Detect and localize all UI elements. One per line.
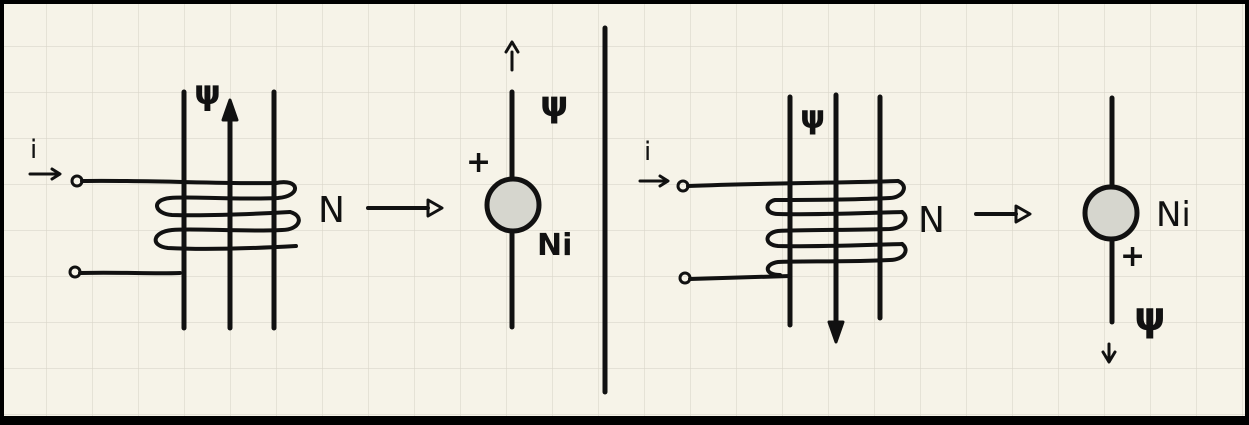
left-plus-label: + [466,145,491,180]
left-mmf-source-icon [484,176,542,234]
left-coil-turn-2 [153,210,301,251]
left-source-flux-arrowhead-icon [504,40,520,54]
right-current-label: i [644,137,651,167]
right-lead-bottom [688,274,792,281]
left-current-label: i [30,135,37,165]
right-coil-turn-3 [765,242,908,277]
left-transform-arrowhead-icon [426,198,444,218]
left-flux-label: ψ [194,73,221,113]
right-coil-turn-2 [765,210,908,249]
left-coil-diagram [28,40,542,331]
right-coil-diagram [638,92,1140,364]
left-source-label: Ni [537,228,572,263]
left-source-flux-label: ψ [540,84,569,125]
left-lead-bottom [78,270,182,276]
right-turns-label: N [918,200,945,241]
right-lead-top [686,179,900,188]
right-current-arrowhead-icon [658,174,670,188]
right-plus-label: + [1120,239,1145,274]
left-lead-top [80,178,278,186]
right-transform-arrowhead-icon [1014,204,1032,224]
left-flux-arrow-icon [221,98,239,122]
right-source-flux-label: ψ [1134,294,1166,340]
left-turns-label: N [318,190,345,231]
paper-grid [4,4,1245,416]
right-source-label: Ni [1156,195,1191,235]
right-flux-label: ψ [800,98,825,136]
left-current-arrowhead-icon [50,167,62,181]
right-source-flux-arrowhead-icon [1101,350,1117,364]
right-coil-turn-1 [765,179,906,217]
right-mmf-source-icon [1082,184,1140,242]
left-coil-turn-1 [155,180,297,218]
right-flux-arrow-icon [827,320,845,344]
